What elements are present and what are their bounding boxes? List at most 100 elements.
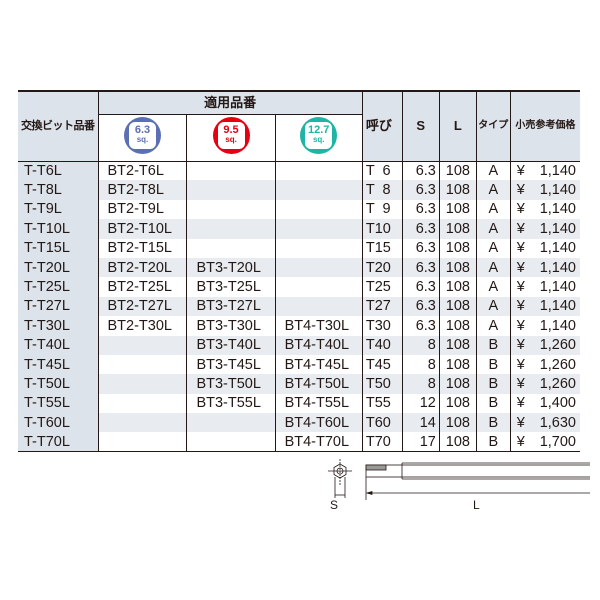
table-row: T-T20L BT2-T20L BT3-T20L T20 6.3 108 A ¥…: [18, 257, 580, 278]
price: ¥1,140: [509, 277, 580, 297]
size: T55: [361, 393, 403, 414]
price: ¥1,140: [509, 257, 580, 278]
l-value: 108: [438, 238, 477, 258]
type: A: [475, 219, 511, 239]
yen-sign: ¥: [516, 433, 525, 450]
type: B: [475, 374, 511, 394]
bt4-part: BT4-T30L: [274, 316, 363, 336]
badge-cell: 9.5 sq.: [186, 114, 276, 162]
price-value: 1,260: [539, 356, 576, 373]
price-value: 1,140: [539, 162, 576, 179]
price-value: 1,260: [539, 337, 576, 354]
s-value: 6.3: [401, 277, 440, 297]
bt3-part: [186, 180, 276, 200]
table-row: T-T45L BT3-T45L BT4-T45L T45 8 108 B ¥1,…: [18, 354, 580, 375]
type: A: [475, 296, 511, 317]
part-number: T-T10L: [18, 219, 99, 239]
price-value: 1,400: [539, 395, 576, 412]
price: ¥1,140: [509, 161, 580, 181]
bt4-part: BT4-T45L: [274, 354, 363, 375]
s-value: 14: [401, 413, 440, 433]
price-value: 1,260: [539, 375, 576, 392]
bt3-part: BT3-T40L: [186, 335, 276, 355]
l-value: 108: [438, 374, 477, 394]
bt2-part: BT2-T30L: [97, 316, 188, 336]
l-value: 108: [438, 161, 477, 181]
yen-sign: ¥: [516, 279, 525, 296]
bt4-part: [274, 180, 363, 200]
badge-unit: sq.: [136, 135, 149, 144]
size: T40: [361, 335, 403, 355]
part-number: T-T9L: [18, 199, 99, 220]
size: T20: [361, 257, 403, 278]
bt2-part: [97, 354, 188, 375]
yen-sign: ¥: [516, 162, 525, 179]
yen-sign: ¥: [516, 337, 525, 354]
type: B: [475, 354, 511, 375]
price-value: 1,140: [539, 259, 576, 276]
price: ¥1,140: [509, 199, 580, 220]
table-row: T-T40L BT3-T40L BT4-T40L T40 8 108 B ¥1,…: [18, 335, 580, 355]
s-value: 6.3: [401, 219, 440, 239]
price-value: 1,140: [539, 279, 576, 296]
price-value: 1,700: [539, 433, 576, 450]
type: A: [475, 238, 511, 258]
bt4-part: [274, 257, 363, 278]
table-row: T-T27L BT2-T27L BT3-T27L T27 6.3 108 A ¥…: [18, 296, 580, 317]
header-l: L: [438, 90, 477, 162]
bt2-part: [97, 413, 188, 433]
bt4-part: [274, 199, 363, 220]
drive-size-badge: 9.5 sq.: [212, 116, 250, 154]
badge-unit: sq.: [312, 135, 325, 144]
bt3-part: [186, 199, 276, 220]
type: B: [475, 393, 511, 414]
bt3-part: BT3-T45L: [186, 354, 276, 375]
size: T 9: [361, 199, 403, 220]
bt3-part: BT3-T27L: [186, 296, 276, 317]
l-value: 108: [438, 180, 477, 200]
type: A: [475, 180, 511, 200]
price-value: 1,140: [539, 240, 576, 257]
size: T45: [361, 354, 403, 375]
header-part: 交換ビット品番: [18, 90, 99, 162]
type: B: [475, 413, 511, 433]
price-value: 1,630: [539, 414, 576, 431]
size: T60: [361, 413, 403, 433]
price-value: 1,140: [539, 201, 576, 218]
bt2-part: [97, 432, 188, 453]
price: ¥1,260: [509, 335, 580, 355]
part-number: T-T40L: [18, 335, 99, 355]
bt3-part: BT3-T30L: [186, 316, 276, 336]
yen-sign: ¥: [516, 220, 525, 237]
table-row: T-T25L BT2-T25L BT3-T25L T25 6.3 108 A ¥…: [18, 277, 580, 297]
bt4-part: BT4-T55L: [274, 393, 363, 414]
header-s: S: [401, 90, 440, 162]
bt2-part: BT2-T6L: [97, 161, 188, 181]
table-row: T-T8L BT2-T8L T 8 6.3 108 A ¥1,140: [18, 180, 580, 200]
bt3-part: [186, 432, 276, 453]
type: B: [475, 335, 511, 355]
yen-sign: ¥: [516, 317, 525, 334]
bt2-part: BT2-T15L: [97, 238, 188, 258]
type: A: [475, 161, 511, 181]
s-value: 6.3: [401, 161, 440, 181]
badge-cell: 6.3 sq.: [97, 114, 188, 162]
part-number: T-T20L: [18, 257, 99, 278]
price-value: 1,140: [539, 182, 576, 199]
s-value: 8: [401, 374, 440, 394]
l-value: 108: [438, 316, 477, 336]
bt4-part: [274, 161, 363, 181]
price: ¥1,630: [509, 413, 580, 433]
table-row: T-T70L BT4-T70L T70 17 108 B ¥1,700: [18, 432, 580, 453]
type: B: [475, 432, 511, 453]
table-row: T-T30L BT2-T30L BT3-T30L BT4-T30L T30 6.…: [18, 316, 580, 336]
bt4-part: BT4-T70L: [274, 432, 363, 453]
l-value: 108: [438, 335, 477, 355]
bt2-part: BT2-T27L: [97, 296, 188, 317]
bt3-part: [186, 161, 276, 181]
s-value: 6.3: [401, 296, 440, 317]
bt2-part: BT2-T8L: [97, 180, 188, 200]
bt2-part: BT2-T20L: [97, 257, 188, 278]
s-value: 6.3: [401, 257, 440, 278]
bt3-part: BT3-T55L: [186, 393, 276, 414]
